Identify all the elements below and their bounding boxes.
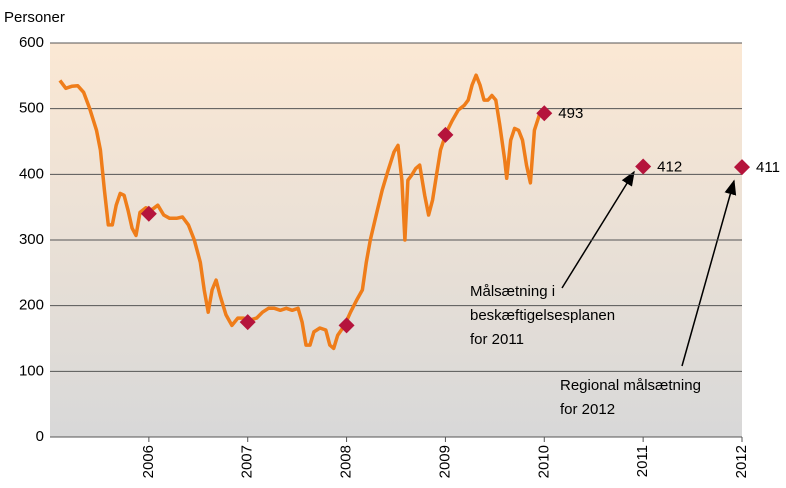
x-tick-label: 2012 bbox=[733, 445, 750, 478]
annotation: for 2011 bbox=[470, 331, 524, 348]
x-tick-label: 2010 bbox=[535, 445, 552, 478]
marker bbox=[536, 105, 553, 122]
arrow bbox=[681, 179, 737, 367]
x-tick-label: 2009 bbox=[436, 445, 453, 478]
annotation: Målsætning i bbox=[470, 283, 555, 300]
data-label: 493 bbox=[558, 105, 583, 122]
y-tick-label: 200 bbox=[19, 297, 44, 314]
y-tick-label: 100 bbox=[19, 362, 44, 379]
y-tick-label: 300 bbox=[19, 231, 44, 248]
y-axis-label: Personer bbox=[4, 9, 65, 26]
annotation: Regional målsætning bbox=[560, 377, 701, 394]
y-tick-label: 400 bbox=[19, 165, 44, 182]
data-label: 412 bbox=[657, 158, 682, 175]
arrow bbox=[561, 170, 635, 289]
line-series bbox=[58, 73, 545, 351]
marker bbox=[734, 159, 750, 176]
x-tick-label: 2011 bbox=[634, 445, 651, 477]
marker bbox=[635, 158, 652, 175]
annotation: beskæftigelsesplanen bbox=[470, 307, 615, 324]
y-tick-label: 500 bbox=[19, 100, 44, 117]
marker bbox=[437, 126, 454, 143]
annotation: for 2012 bbox=[560, 401, 615, 418]
x-tick-label: 2008 bbox=[338, 445, 355, 478]
y-tick-label: 600 bbox=[19, 34, 44, 51]
marker bbox=[239, 314, 256, 331]
y-tick-label: 0 bbox=[36, 428, 44, 445]
data-label: 411 bbox=[756, 159, 780, 176]
x-tick-label: 2006 bbox=[140, 445, 157, 478]
marker bbox=[140, 205, 157, 222]
x-tick-label: 2007 bbox=[239, 445, 256, 478]
marker bbox=[338, 317, 355, 334]
